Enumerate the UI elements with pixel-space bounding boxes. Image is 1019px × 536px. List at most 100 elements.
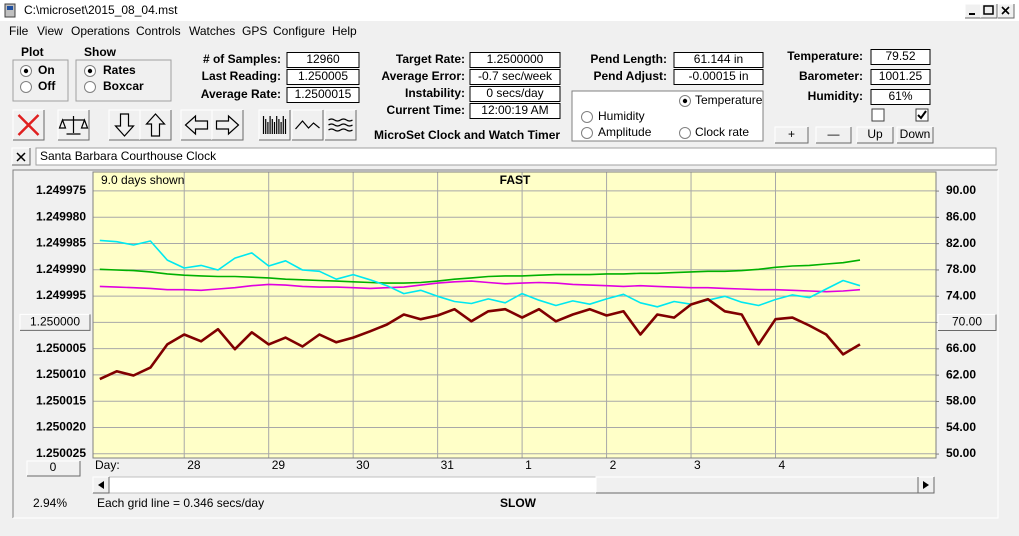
menu-item[interactable]: View: [37, 24, 63, 38]
sensor-label[interactable]: Humidity: [598, 109, 645, 123]
adjust-button[interactable]: [897, 127, 933, 143]
radio-label[interactable]: On: [38, 63, 55, 77]
radio-button-dot: [87, 68, 93, 74]
readout-value: 79.52: [885, 49, 915, 63]
y2-tick-label: 78.00: [946, 262, 976, 276]
menu-item[interactable]: GPS: [242, 24, 267, 38]
toolbar-button-wave-edge: [291, 109, 323, 140]
description-close-button-edge: [11, 147, 30, 165]
adjust-button[interactable]: [816, 127, 851, 143]
toolbar-button-clear-edge: [12, 109, 44, 140]
description-field[interactable]: [35, 147, 997, 166]
sensor-radio[interactable]: [581, 127, 593, 139]
center-rate-button[interactable]: [20, 314, 90, 331]
chart-panel-edge: [12, 169, 998, 518]
x-tick-label: 1: [525, 458, 532, 472]
toolbar-icon: [328, 118, 353, 132]
y2-tick-label: 50.00: [946, 446, 976, 460]
radio-button[interactable]: [84, 81, 96, 93]
readout-box: [469, 52, 561, 68]
offset-button-label[interactable]: 0: [50, 460, 57, 474]
y2-tick-label: 58.00: [946, 394, 976, 408]
menu-item[interactable]: Watches: [189, 24, 235, 38]
toolbar-button-up-edge: [139, 109, 171, 140]
readout-value: -0.00015 in: [688, 69, 748, 83]
y2-tick-label[interactable]: 70.00: [952, 315, 982, 329]
checkbox[interactable]: [871, 108, 885, 122]
readout-label: Average Rate:: [201, 87, 281, 101]
center-rate-button-edge: [20, 314, 91, 331]
toolbar-button-right-edge: [211, 109, 243, 140]
radio-label[interactable]: Off: [38, 79, 56, 93]
window-title: C:\microset\2015_08_04.mst: [24, 3, 178, 17]
sensor-label[interactable]: Temperature: [695, 93, 763, 107]
readout-value: 61%: [888, 89, 912, 103]
sensor-label[interactable]: Amplitude: [598, 125, 652, 139]
readout-value: 1.2500015: [295, 87, 352, 101]
menu-item[interactable]: File: [9, 24, 29, 38]
toolbar-button-up[interactable]: [140, 110, 171, 140]
chart-subtitle: 9.0 days shown: [101, 173, 184, 187]
menu-item[interactable]: Help: [332, 24, 357, 38]
toolbar-icon: [184, 114, 209, 136]
description-text[interactable]: Santa Barbara Courthouse Clock: [40, 149, 217, 163]
readout-box: [469, 86, 561, 102]
adjust-button[interactable]: [857, 127, 893, 143]
sensor-radio[interactable]: [581, 111, 593, 123]
x-tick-label: 2: [610, 458, 617, 472]
readout-label: Target Rate:: [396, 52, 465, 66]
readout-value: 0 secs/day: [486, 86, 543, 100]
readout-value: 1.2500000: [487, 52, 544, 66]
radio-button[interactable]: [20, 81, 32, 93]
y2-tick-label: 86.00: [946, 210, 976, 224]
menu-item[interactable]: Configure: [273, 24, 325, 38]
menu-item[interactable]: Operations: [71, 24, 130, 38]
center-temp-button[interactable]: [938, 314, 996, 331]
readout-value: 61.144 in: [694, 52, 743, 66]
sensor-radio[interactable]: [679, 127, 691, 139]
y-tick-label: 1.250015: [36, 393, 86, 407]
readout-box: [286, 87, 360, 103]
toolbar-button-wave[interactable]: [292, 110, 323, 140]
scale-percent: 2.94%: [33, 496, 67, 510]
arrow-glyph: [923, 481, 929, 489]
adjust-button-edge: [775, 127, 809, 144]
adjust-button-label[interactable]: +: [788, 127, 795, 141]
slow-label: SLOW: [500, 496, 537, 510]
radio-label[interactable]: Rates: [103, 63, 136, 77]
readout-box: [870, 49, 931, 65]
radio-label[interactable]: Boxcar: [103, 79, 144, 93]
toolbar-button-wave-edge: [292, 110, 324, 141]
toolbar-button-left-edge: [180, 109, 212, 140]
x-tick-label: 30: [356, 458, 370, 472]
x-tick-label: 29: [272, 458, 286, 472]
scroll-thumb-edge: [595, 476, 918, 493]
readout-label: Pend Adjust:: [593, 69, 667, 83]
offset-button[interactable]: [27, 461, 80, 476]
adjust-button[interactable]: [775, 127, 808, 143]
adjust-button-label[interactable]: Up: [867, 127, 883, 141]
toolbar-icon: [17, 114, 40, 136]
toolbar-button-down[interactable]: [109, 110, 140, 140]
y-tick-label: 1.249980: [36, 209, 86, 223]
offset-button-edge: [26, 460, 80, 476]
x-tick-label: 4: [779, 458, 786, 472]
group-title: Plot: [21, 45, 44, 59]
toolbar-button-waves-edge: [325, 110, 357, 141]
scroll-thumb[interactable]: [596, 477, 918, 493]
menu-item[interactable]: Controls: [136, 24, 181, 38]
sensor-label[interactable]: Clock rate: [695, 125, 749, 139]
adjust-button-label[interactable]: Down: [900, 127, 931, 141]
adjust-button-edge: [857, 127, 894, 144]
y-tick-label: 1.250025: [36, 446, 86, 460]
y-tick-label[interactable]: 1.250000: [30, 315, 80, 329]
adjust-button-label[interactable]: —: [828, 127, 840, 141]
offset-button-edge: [27, 461, 81, 477]
window-min-button[interactable]: [965, 4, 981, 18]
toolbar-button-right-edge: [212, 110, 244, 141]
scroll-thumb-edge: [596, 477, 919, 494]
toolbar-icon: [215, 114, 240, 136]
window-min-button-edge: [964, 3, 981, 18]
